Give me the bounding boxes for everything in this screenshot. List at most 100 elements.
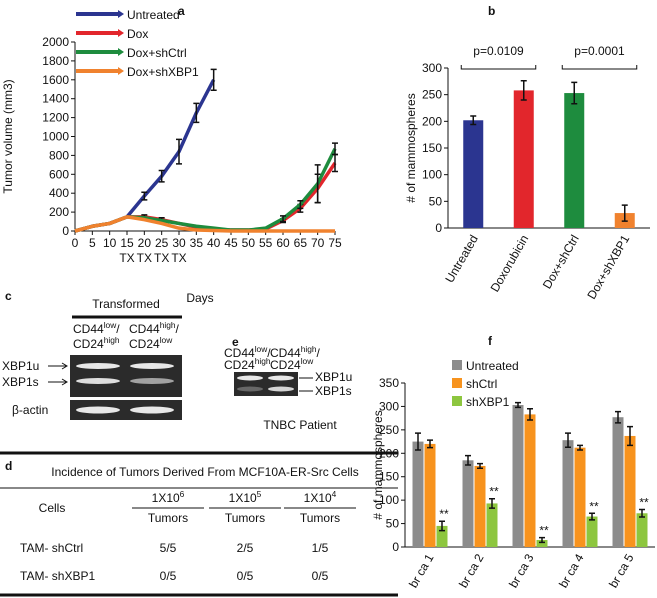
error-bar bbox=[589, 512, 595, 521]
error-bar bbox=[176, 138, 182, 165]
panel-letter: a bbox=[178, 4, 185, 18]
x-tick-label: 10 bbox=[103, 236, 117, 250]
y-tick-label: 1400 bbox=[42, 92, 69, 106]
y-tick-label: 250 bbox=[422, 88, 442, 102]
x-tick-label: 50 bbox=[242, 236, 256, 250]
y-tick-label: 2000 bbox=[42, 35, 69, 49]
series-line bbox=[74, 148, 337, 233]
bar bbox=[536, 539, 548, 547]
table-cell: 5/5 bbox=[160, 541, 177, 555]
bar bbox=[512, 405, 524, 547]
y-tick-label: 200 bbox=[422, 114, 442, 128]
bar bbox=[562, 440, 574, 547]
y-tick-label: 1600 bbox=[42, 73, 69, 87]
bar bbox=[513, 90, 534, 229]
table-header: Cells bbox=[39, 501, 66, 515]
error-bar bbox=[427, 439, 433, 449]
lane-header: CD24low bbox=[129, 335, 173, 351]
band-arrow bbox=[48, 362, 68, 370]
error-bar bbox=[489, 497, 495, 509]
table-cell: 0/5 bbox=[160, 569, 177, 583]
table-header: Tumors bbox=[225, 511, 265, 525]
table-header: 1X105 bbox=[229, 489, 262, 505]
legend-swatch bbox=[452, 378, 462, 388]
bar bbox=[412, 441, 424, 547]
table-cell: 0/5 bbox=[312, 569, 329, 583]
bar bbox=[462, 460, 474, 547]
series-line bbox=[74, 78, 216, 233]
gel-band bbox=[237, 386, 263, 392]
gel-band bbox=[76, 363, 120, 369]
lane-header-part: CD24 bbox=[224, 358, 255, 372]
x-tick-label: 70 bbox=[311, 236, 325, 250]
gel-image bbox=[234, 372, 298, 396]
x-tick-label: 5 bbox=[89, 236, 96, 250]
lane-header-part: high bbox=[255, 356, 271, 366]
bar bbox=[564, 93, 585, 228]
x-tick-label: 45 bbox=[224, 236, 238, 250]
legend-arrow bbox=[118, 10, 124, 18]
gel-caption: TNBC Patient bbox=[263, 418, 337, 432]
lane-header-part: / bbox=[176, 322, 180, 336]
significance-mark: ** bbox=[639, 496, 649, 510]
error-bar bbox=[615, 410, 621, 424]
gel-band bbox=[130, 378, 174, 384]
lane-header-part: / bbox=[317, 346, 321, 360]
panel-letter: e bbox=[232, 335, 239, 349]
table-header-part: 1X10 bbox=[304, 491, 332, 505]
table-cell: 1/5 bbox=[312, 541, 329, 555]
y-tick-label: 50 bbox=[429, 194, 443, 208]
x-axis-label: Days bbox=[186, 291, 213, 305]
treatment-label: TX bbox=[137, 251, 152, 265]
error-bar bbox=[577, 444, 583, 451]
error-bar bbox=[465, 454, 471, 466]
bar bbox=[436, 525, 448, 547]
bar bbox=[463, 120, 484, 228]
bar bbox=[586, 516, 598, 547]
x-tick-label: br ca 2 bbox=[456, 551, 487, 590]
legend-label: shXBP1 bbox=[466, 395, 510, 409]
lane-header-part: CD24 bbox=[73, 337, 104, 351]
x-tick-label: Dox+shCtrl bbox=[540, 233, 582, 292]
y-tick-label: 600 bbox=[49, 167, 69, 181]
y-tick-label: 400 bbox=[49, 186, 69, 200]
table-header: 1X106 bbox=[152, 489, 185, 505]
y-axis-label: Tumor volume (mm3) bbox=[1, 79, 15, 193]
y-tick-label: 0 bbox=[435, 221, 442, 235]
lane-header-part: / bbox=[267, 346, 271, 360]
y-axis-label: # of mammospheres bbox=[371, 410, 385, 519]
y-tick-label: 200 bbox=[49, 205, 69, 219]
table-header-part: 4 bbox=[332, 489, 337, 499]
band-label: XBP1s bbox=[315, 384, 352, 398]
x-tick-label: 35 bbox=[190, 236, 204, 250]
series-line bbox=[74, 215, 335, 233]
panel-letter: b bbox=[488, 4, 495, 18]
error-bar bbox=[158, 169, 165, 183]
treatment-label: TX bbox=[119, 251, 134, 265]
gel-title: Transformed bbox=[92, 297, 160, 311]
treatment-label: TX bbox=[154, 251, 169, 265]
error-bar bbox=[477, 462, 483, 470]
error-bar bbox=[470, 115, 477, 126]
bar bbox=[474, 465, 486, 547]
lane-header-part: low bbox=[160, 335, 174, 345]
x-tick-label: 65 bbox=[294, 236, 308, 250]
panel-letter: f bbox=[488, 334, 493, 348]
gel-band bbox=[268, 375, 294, 381]
error-bar bbox=[141, 191, 148, 201]
legend-swatch bbox=[452, 396, 462, 406]
y-tick-label: 1000 bbox=[42, 130, 69, 144]
p-value: p=0.0001 bbox=[574, 44, 625, 58]
table-cell: 2/5 bbox=[237, 541, 254, 555]
y-tick-label: 350 bbox=[379, 376, 399, 390]
band-label: XBP1s bbox=[2, 375, 39, 389]
panel-letter: c bbox=[5, 289, 12, 303]
significance-bracket bbox=[460, 65, 537, 70]
lane-header-part: low bbox=[104, 320, 118, 330]
table-header: Tumors bbox=[148, 511, 188, 525]
significance-bracket bbox=[561, 65, 638, 70]
y-axis-label: # of mammospheres bbox=[404, 93, 418, 202]
table-header-part: 1X10 bbox=[152, 491, 180, 505]
table-header-part: 1X10 bbox=[229, 491, 257, 505]
lane-header: CD24high bbox=[73, 335, 120, 351]
